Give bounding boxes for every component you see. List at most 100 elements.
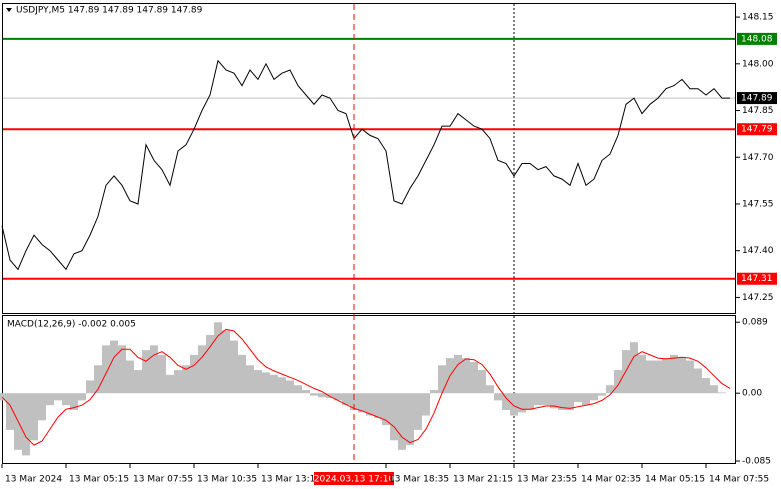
macd-bar: [406, 393, 414, 446]
x-tick-label: 14 Mar 07:55: [709, 475, 769, 485]
macd-bar: [438, 365, 446, 394]
macd-bar: [134, 370, 142, 394]
macd-bar: [150, 345, 158, 394]
x-tick-label: 13 Mar 13:15: [261, 475, 321, 485]
macd-bar: [214, 322, 222, 394]
macd-bar: [294, 385, 302, 394]
macd-bar: [126, 360, 134, 394]
level-label: 148.08: [741, 34, 773, 44]
macd-bar: [718, 392, 726, 394]
macd-bar: [670, 354, 678, 394]
macd-bar: [430, 390, 438, 394]
macd-bar: [286, 380, 294, 394]
x-tick-label: 14 Mar 02:35: [581, 475, 641, 485]
macd-bar: [678, 357, 686, 394]
macd-bar: [654, 360, 662, 394]
macd-bar: [54, 393, 62, 401]
macd-bar: [550, 393, 558, 409]
macd-bar: [470, 362, 478, 394]
level-label-box: [737, 32, 777, 45]
x-tick-label: 13 Mar 10:35: [197, 475, 257, 485]
macd-bar: [38, 393, 46, 421]
macd-bar: [22, 393, 30, 456]
level-label-box: [737, 272, 777, 285]
macd-bar: [46, 393, 54, 406]
y-tick-label: 147.70: [742, 153, 774, 163]
macd-bar: [350, 393, 358, 410]
x-tick-label: 13 Mar 05:15: [69, 475, 129, 485]
macd-bar: [6, 393, 14, 430]
y-tick-label: 147.85: [742, 106, 774, 116]
macd-bar: [158, 354, 166, 394]
macd-title: MACD(12,26,9) -0.002 0.005: [7, 320, 136, 330]
macd-bar: [646, 360, 654, 394]
macd-bar: [542, 393, 550, 406]
macd-bar: [526, 393, 534, 410]
macd-bar: [502, 393, 510, 410]
macd-bar: [110, 340, 118, 394]
macd-bar: [382, 393, 390, 426]
macd-bar: [182, 365, 190, 394]
macd-bar: [166, 374, 174, 394]
x-tick-label: 13 Mar 07:55: [133, 475, 193, 485]
macd-bar: [614, 370, 622, 394]
macd-bar: [582, 393, 590, 406]
macd-bar: [334, 393, 342, 401]
macd-bar: [374, 393, 382, 418]
macd-bar: [358, 393, 366, 413]
level-label: 147.79: [741, 125, 773, 135]
price-panel: [2, 3, 736, 314]
macd-bar: [30, 393, 38, 441]
macd-bar: [558, 393, 566, 410]
level-label-box: [737, 123, 777, 136]
macd-bar: [78, 393, 86, 401]
macd-bar: [398, 393, 406, 450]
macd-bar: [206, 334, 214, 394]
macd-panel: [2, 315, 736, 464]
macd-bar: [190, 354, 198, 394]
chart-title: USDJPY,M5 147.89 147.89 147.89 147.89: [16, 6, 203, 16]
macd-bar: [710, 385, 718, 394]
x-tick-label: 13 Mar 21:15: [453, 475, 513, 485]
macd-bar: [94, 365, 102, 394]
macd-bar: [590, 393, 598, 401]
macd-bar: [222, 330, 230, 394]
macd-bar: [606, 385, 614, 394]
signal-line: [1, 328, 731, 446]
macd-bar: [494, 393, 502, 401]
macd-bar: [278, 377, 286, 394]
macd-bar: [686, 360, 694, 394]
y-tick-label: 148.00: [742, 59, 774, 69]
macd-bar: [462, 358, 470, 394]
y-tick-label: 0.00: [742, 389, 762, 399]
macd-bar: [518, 393, 526, 413]
macd-bar: [342, 393, 350, 406]
macd-bar: [246, 365, 254, 394]
macd-bar: [102, 345, 110, 394]
macd-bar: [62, 393, 70, 406]
x-tick-label: 13 Mar 23:55: [517, 475, 577, 485]
macd-bar: [694, 368, 702, 394]
macd-bar: [198, 345, 206, 394]
y-tick-label: 148.15: [742, 13, 774, 23]
x-tick-label: 14 Mar 05:15: [645, 475, 705, 485]
macd-bar: [174, 370, 182, 394]
macd-bar: [326, 393, 334, 398]
macd-bar: [230, 340, 238, 394]
macd-bar: [118, 345, 126, 394]
macd-bar: [566, 393, 574, 410]
macd-bar: [270, 374, 278, 394]
macd-bar: [414, 393, 422, 430]
macd-bar: [478, 370, 486, 394]
macd-bar: [238, 354, 246, 394]
macd-bar: [302, 390, 310, 394]
level-label: 147.31: [741, 274, 773, 284]
macd-bar: [638, 354, 646, 394]
macd-bar: [70, 393, 78, 410]
x-tick-label: 2024.03.13 17:10: [314, 475, 395, 485]
macd-bar: [630, 342, 638, 394]
y-tick-label: 0.089: [742, 318, 768, 328]
macd-bar: [702, 378, 710, 394]
macd-bar: [254, 370, 262, 394]
